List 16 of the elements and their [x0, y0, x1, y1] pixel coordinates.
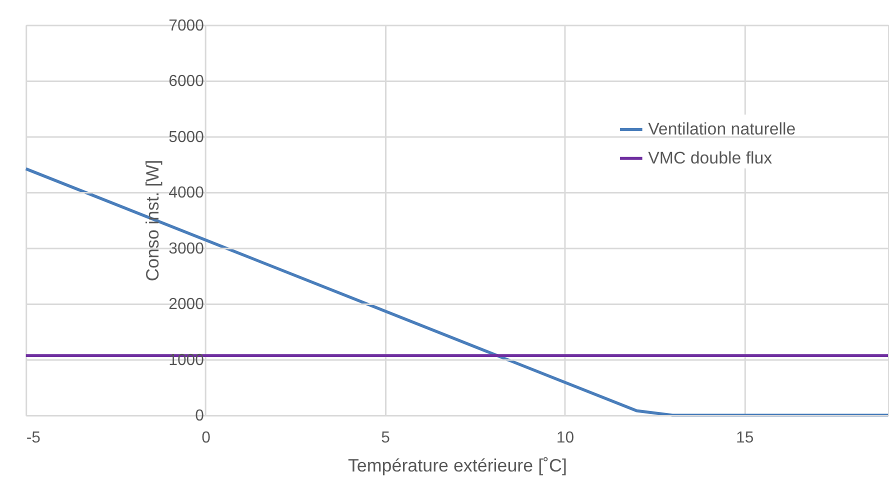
- x-tick-label: 15: [736, 430, 754, 447]
- y-tick-label: 7000: [168, 17, 204, 34]
- y-tick-label: 4000: [168, 184, 204, 202]
- y-tick-label: 3000: [168, 240, 204, 258]
- y-tick-label: 2000: [168, 296, 204, 314]
- x-tick-label: 10: [556, 430, 574, 447]
- legend-label: Ventilation naturelle: [648, 119, 796, 138]
- y-tick-label: 0: [195, 408, 204, 425]
- x-tick-label: 5: [381, 430, 390, 447]
- x-tick-label: -5: [26, 430, 41, 447]
- y-tick-label: 5000: [168, 128, 204, 146]
- y-axis-title: Conso inst. [W]: [142, 160, 163, 282]
- y-tick-label: 6000: [168, 73, 204, 90]
- x-axis-title: Température extérieure [˚C]: [348, 455, 567, 476]
- legend-label: VMC double flux: [648, 148, 773, 168]
- y-tick-label: 1000: [168, 352, 204, 369]
